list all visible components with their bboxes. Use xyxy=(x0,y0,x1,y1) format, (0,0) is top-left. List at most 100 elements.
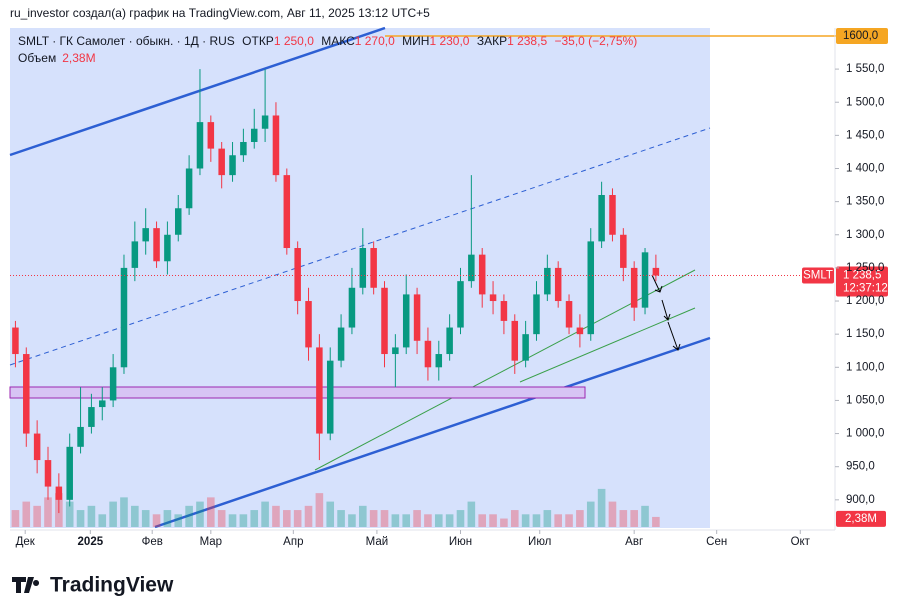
volume-bar xyxy=(33,505,41,527)
candle-body xyxy=(381,287,388,355)
volume-bar xyxy=(478,514,487,527)
volume-bar xyxy=(239,514,248,527)
x-tick-label: Окт xyxy=(791,536,811,548)
volume-bar xyxy=(619,510,628,527)
channel-lower xyxy=(154,336,711,529)
candle-body xyxy=(630,267,638,308)
candle-body xyxy=(511,320,519,361)
value: 2,38M xyxy=(62,51,95,65)
channel-upper xyxy=(9,26,386,157)
volume-bar xyxy=(402,514,411,527)
volume-bar xyxy=(163,510,172,527)
support-zone xyxy=(9,386,586,399)
volume-bar xyxy=(196,501,204,527)
candle-body xyxy=(196,122,204,169)
channel-middle xyxy=(9,127,711,366)
candle-body xyxy=(185,168,193,209)
candle-body xyxy=(500,301,508,321)
candle-body xyxy=(533,294,540,335)
candle-body xyxy=(33,433,41,461)
candle-body xyxy=(641,252,649,308)
candle-body xyxy=(652,267,660,276)
x-tick-label: Авг xyxy=(625,536,643,548)
volume-bar xyxy=(152,514,161,527)
y-tick-label: 1 050,0 xyxy=(846,394,884,406)
value: 1 238,5 xyxy=(507,34,547,48)
label: МАКС xyxy=(321,34,355,48)
candle-body xyxy=(478,254,486,295)
y-tick-label: 900,0 xyxy=(846,494,875,506)
volume-bar xyxy=(217,510,226,527)
volume-bar xyxy=(652,516,660,527)
price-label: 1 238,5 xyxy=(843,270,881,282)
candle-body xyxy=(12,327,19,355)
volume-bar xyxy=(608,501,617,527)
volume-badge-label: 2,38M xyxy=(845,513,877,525)
volume-bar xyxy=(141,510,150,527)
volume-bar xyxy=(250,510,259,527)
volume-bar xyxy=(467,501,476,527)
volume-bar xyxy=(358,505,367,527)
candle-body xyxy=(457,281,464,328)
volume-bar xyxy=(304,505,313,527)
volume-bar xyxy=(489,514,497,527)
volume-bar xyxy=(65,501,74,527)
level-badge xyxy=(836,27,888,44)
label: МИН xyxy=(402,34,429,48)
volume-bar xyxy=(369,510,378,527)
y-tick-label: 1 150,0 xyxy=(846,328,884,340)
x-tick-label: Май xyxy=(366,536,389,548)
x-tick-label: Апр xyxy=(283,536,303,548)
candle-body xyxy=(207,122,215,149)
candle-body xyxy=(55,486,63,500)
y-tick-label: 1 250,0 xyxy=(846,262,884,274)
volume-bar xyxy=(131,505,139,527)
candle-body xyxy=(23,354,30,434)
candle-body xyxy=(294,248,301,302)
candle-body xyxy=(392,347,399,355)
volume-bar xyxy=(630,510,638,527)
volume-bar xyxy=(315,493,324,527)
volume-bar xyxy=(11,510,20,527)
volume-bar xyxy=(521,514,530,527)
y-tick-label: 1 300,0 xyxy=(846,229,884,241)
change: −35,0 (−2,75%) xyxy=(554,34,637,48)
volume-bar xyxy=(380,510,389,527)
volume-bar xyxy=(228,514,237,527)
x-tick-label: Июн xyxy=(449,536,472,548)
candle-body xyxy=(587,241,595,335)
x-tick-label: Июл xyxy=(528,536,551,548)
x-tick-label: Фев xyxy=(142,536,163,548)
candle-body xyxy=(99,400,106,408)
candle-body xyxy=(142,228,149,242)
volume-bar xyxy=(565,514,573,527)
volume-bar xyxy=(22,501,31,527)
candle-body xyxy=(359,248,367,288)
volume-bar xyxy=(532,514,541,527)
candle-body xyxy=(175,208,182,235)
volume-bar xyxy=(434,514,443,527)
candle-body xyxy=(489,294,497,302)
candle-body xyxy=(402,294,410,348)
volume-bar xyxy=(337,510,345,527)
candle-body xyxy=(435,354,443,368)
y-tick-label: 1 500,0 xyxy=(846,96,884,108)
candle-body xyxy=(261,115,269,129)
y-tick-label: 1 550,0 xyxy=(846,63,884,75)
candle-body xyxy=(120,267,128,368)
volume-bar xyxy=(174,514,183,527)
volume-bar xyxy=(576,510,584,527)
candle-body xyxy=(305,301,312,348)
volume-bar xyxy=(185,505,193,527)
candle-body xyxy=(283,175,291,249)
volume-bar xyxy=(424,514,432,527)
candle-body xyxy=(424,340,432,368)
candle-body xyxy=(66,446,73,500)
candle-body xyxy=(370,248,377,288)
y-tick-label: 1 350,0 xyxy=(846,196,884,208)
volume-bar xyxy=(597,488,606,527)
candle-body xyxy=(164,234,171,262)
volume-bar xyxy=(641,505,649,527)
candle-body xyxy=(413,294,421,341)
